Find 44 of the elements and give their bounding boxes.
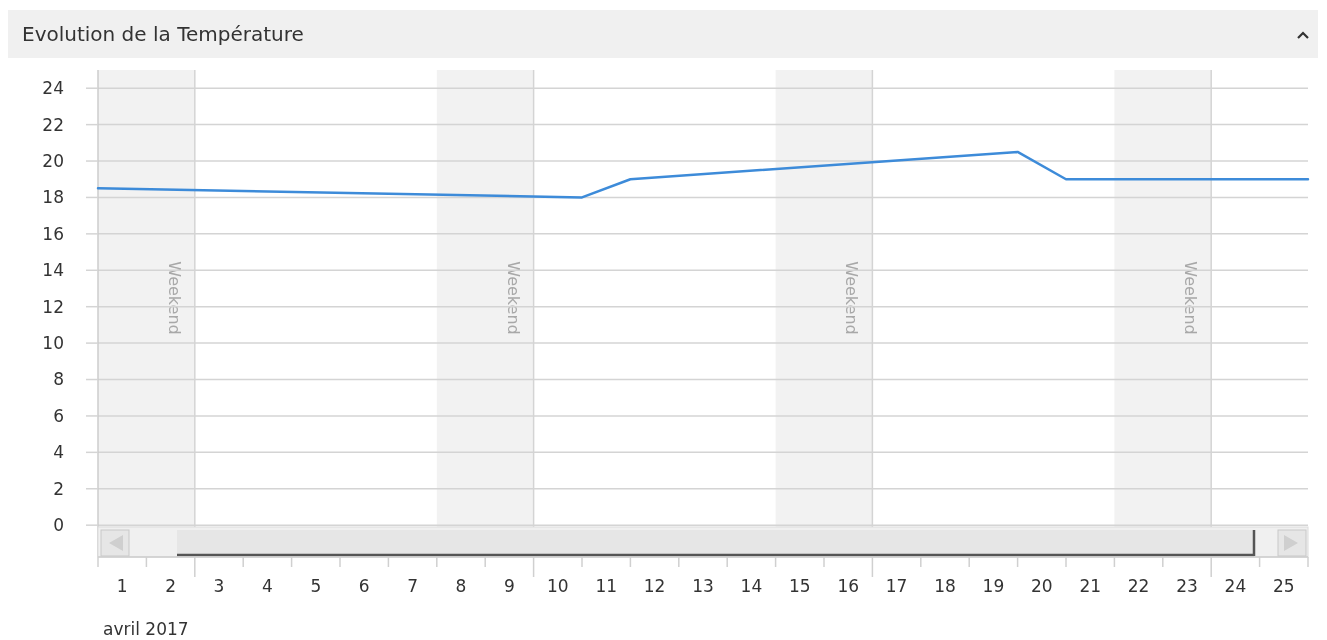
- x-tick-label: 16: [837, 576, 860, 596]
- y-tick-label: 12: [42, 296, 64, 317]
- x-tick-label: 11: [595, 576, 618, 596]
- y-tick-label: 6: [53, 405, 64, 426]
- chart-title: Evolution de la Température: [22, 22, 304, 46]
- x-tick-label: 7: [407, 576, 419, 596]
- band-label: Weekend: [164, 261, 184, 335]
- x-tick-label: 25: [1272, 576, 1295, 596]
- y-tick-label: 18: [42, 187, 64, 208]
- x-tick-label: 9: [503, 576, 515, 596]
- x-tick-label: 17: [885, 576, 908, 596]
- x-tick-label: 22: [1127, 576, 1150, 596]
- x-tick-label: 18: [934, 576, 956, 596]
- y-tick-label: 14: [42, 260, 64, 281]
- x-tick-label: 4: [261, 576, 273, 596]
- x-tick-label: 8: [455, 576, 467, 596]
- x-tick-label: 23: [1176, 576, 1198, 596]
- x-axis-title: avril 2017: [103, 619, 189, 639]
- y-tick-label: 10: [42, 333, 64, 354]
- y-tick-label: 22: [42, 114, 64, 135]
- y-tick-label: 4: [53, 442, 64, 463]
- band-label: Weekend: [842, 261, 862, 335]
- x-tick-label: 2: [165, 576, 177, 596]
- x-tick-label: 14: [740, 576, 763, 596]
- x-tick-label: 19: [982, 576, 1005, 596]
- y-tick-label: 24: [42, 78, 64, 99]
- x-tick-label: 3: [213, 576, 225, 596]
- x-tick-label: 1: [116, 576, 128, 596]
- y-tick-label: 20: [42, 150, 64, 171]
- x-tick-label: 13: [692, 576, 714, 596]
- y-tick-label: 8: [53, 369, 64, 390]
- y-tick-label: 16: [42, 223, 64, 244]
- x-tick-label: 10: [546, 576, 569, 596]
- x-tick-label: 21: [1079, 576, 1102, 596]
- x-tick-label: 15: [788, 576, 811, 596]
- x-tick-label: 5: [310, 576, 322, 596]
- x-tick-label: 20: [1030, 576, 1053, 596]
- x-tick-label: 12: [643, 576, 666, 596]
- y-tick-label: 0: [53, 515, 64, 536]
- band-label: Weekend: [503, 261, 523, 335]
- x-tick-label: 24: [1224, 576, 1247, 596]
- y-tick-label: 2: [53, 478, 64, 499]
- x-tick-label: 6: [358, 576, 370, 596]
- band-label: Weekend: [1181, 261, 1201, 335]
